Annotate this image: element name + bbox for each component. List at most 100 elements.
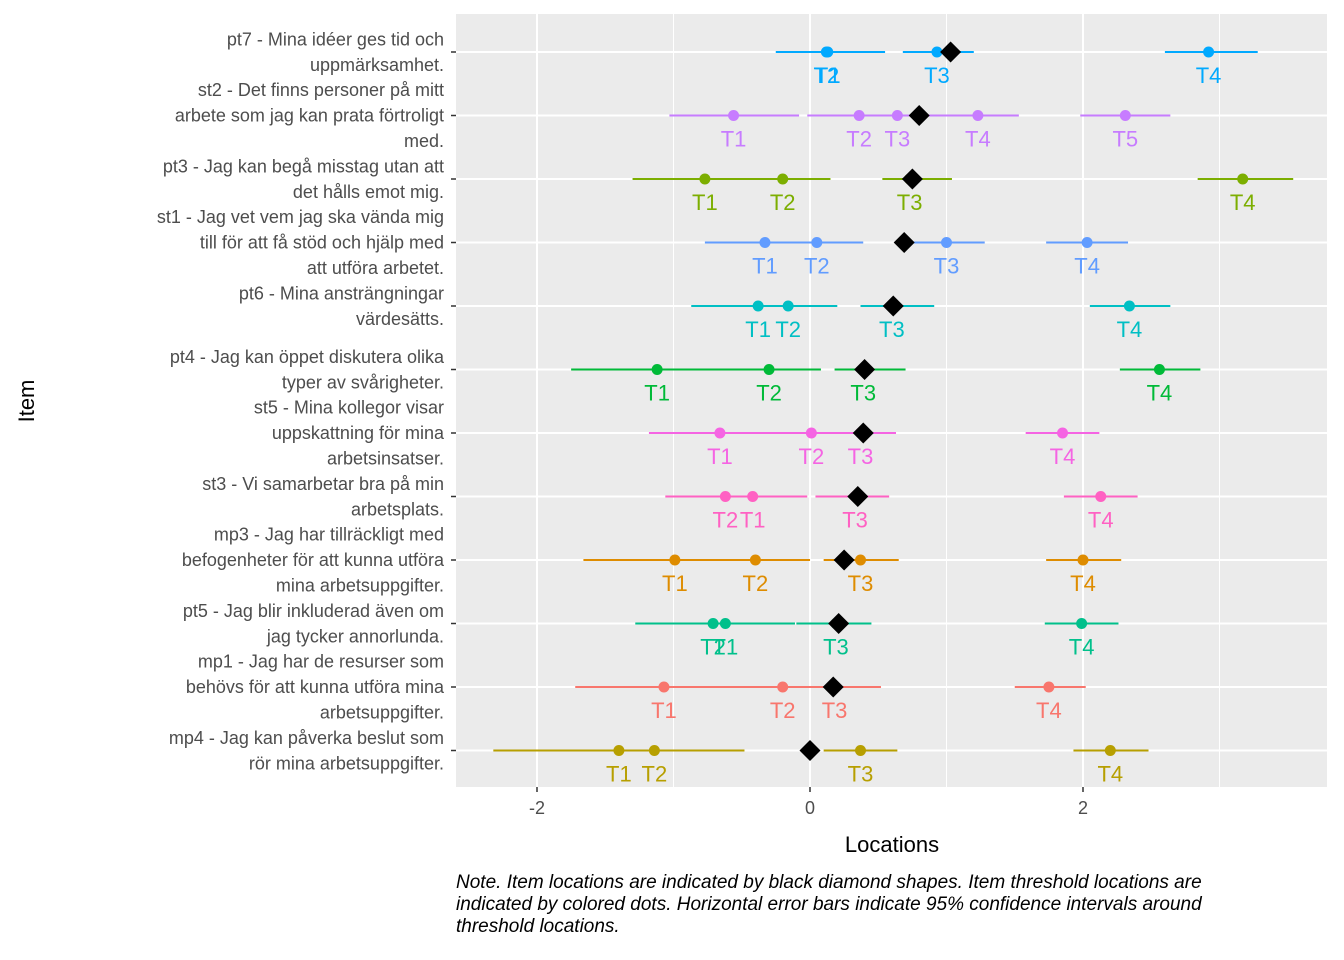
threshold-label: T2 [713, 508, 739, 533]
y-tick-label: st3 - Vi samarbetar bra på min arbetsplat… [202, 474, 444, 520]
y-tick-label: mp4 - Jag kan påverka beslut som rör mina… [169, 728, 444, 774]
threshold-label: T1 [721, 127, 747, 152]
threshold-label: T4 [1117, 317, 1143, 342]
threshold-point [707, 618, 719, 629]
threshold-label: T3 [842, 508, 868, 533]
plot-panel [456, 14, 1327, 787]
threshold-label: T3 [848, 444, 874, 469]
threshold-label: T4 [1088, 508, 1114, 533]
y-tick-label: pt7 - Mina idéer ges tid och uppmärksamhe… [227, 29, 444, 75]
y-tick-label: pt4 - Jag kan öppet diskutera olika typer… [170, 347, 445, 393]
threshold-point [648, 745, 660, 756]
threshold-label: T1 [815, 63, 841, 88]
threshold-point [1237, 173, 1249, 185]
threshold-point [763, 364, 775, 375]
threshold-point [613, 745, 625, 756]
threshold-label: T4 [1036, 698, 1062, 723]
threshold-label: T1 [745, 317, 771, 342]
threshold-point [1104, 745, 1116, 756]
item-location-diamond [833, 549, 855, 571]
threshold-point [777, 681, 789, 693]
y-tick-label: mp1 - Jag har de resurser som behövs för … [186, 652, 445, 723]
threshold-label: T2 [700, 635, 726, 660]
threshold-label: T4 [1070, 571, 1096, 596]
threshold-label: T1 [740, 508, 766, 533]
threshold-point [1095, 491, 1107, 502]
y-tick-label: pt6 - Mina ansträngningar värdesätts. [239, 283, 444, 329]
threshold-label: T3 [823, 635, 849, 660]
threshold-label: T2 [770, 190, 796, 215]
y-tick-label: st2 - Det finns personer på mitt arbete s… [175, 80, 444, 151]
threshold-label: T2 [743, 571, 769, 596]
threshold-point [931, 46, 943, 58]
item-location-diamond [908, 105, 930, 126]
threshold-label: T1 [606, 762, 632, 787]
threshold-label: T1 [707, 444, 733, 469]
y-tick-label: st1 - Jag vet vem jag ska vända mig till … [157, 207, 444, 278]
threshold-label: T5 [1112, 127, 1138, 152]
item-location-diamond [893, 232, 915, 253]
y-tick-label: pt3 - Jag kan begå misstag utan att det h… [163, 156, 444, 202]
item-location-diamond [799, 740, 821, 761]
x-tick-label: 0 [805, 798, 815, 818]
threshold-point [1203, 46, 1215, 58]
threshold-label: T2 [799, 444, 825, 469]
threshold-point [699, 173, 711, 185]
y-axis-title: Item [14, 380, 39, 423]
threshold-label: T1 [644, 381, 670, 406]
item-location-diamond [822, 676, 844, 698]
x-tick-label: -2 [529, 798, 545, 818]
threshold-label: T3 [848, 762, 874, 787]
item-location-diamond [882, 295, 904, 317]
item-location-diamond [828, 613, 850, 634]
threshold-label: T3 [897, 190, 923, 215]
threshold-point [855, 745, 867, 756]
threshold-label: T4 [1147, 381, 1173, 406]
threshold-point [747, 491, 759, 502]
threshold-point [714, 427, 726, 439]
x-tick-labels: -2 0 2 [529, 798, 1088, 818]
threshold-point [1077, 554, 1089, 566]
threshold-label: T2 [846, 127, 872, 152]
item-location-diamond [854, 359, 876, 380]
threshold-label: T4 [965, 127, 991, 152]
threshold-point [811, 237, 823, 248]
threshold-point [658, 681, 670, 693]
item-location-diamond [940, 41, 962, 63]
threshold-point [805, 427, 817, 439]
threshold-label: T2 [756, 381, 782, 406]
threshold-point [1153, 364, 1165, 375]
y-tick-labels: pt7 - Mina idéer ges tid och uppmärksamhe… [157, 29, 445, 773]
threshold-point [1081, 237, 1093, 248]
threshold-label: T1 [692, 190, 718, 215]
threshold-label: T4 [1230, 190, 1256, 215]
x-axis-title: Locations [845, 832, 939, 857]
threshold-label: T3 [885, 127, 911, 152]
threshold-point [855, 554, 867, 566]
threshold-point [1057, 427, 1069, 439]
threshold-label: T2 [642, 762, 668, 787]
threshold-label: T2 [804, 254, 830, 279]
y-tick-label: pt5 - Jag blir inkluderad även om jag tyc… [183, 601, 444, 647]
threshold-label: T1 [662, 571, 688, 596]
threshold-label: T3 [924, 63, 950, 88]
threshold-label: T4 [1069, 635, 1095, 660]
y-tick-label: st5 - Mina kollegor visar uppskattning fö… [254, 398, 445, 469]
threshold-label: T3 [848, 571, 874, 596]
threshold-label: T2 [770, 698, 796, 723]
threshold-point [651, 364, 663, 375]
threshold-point [853, 110, 865, 121]
threshold-point [777, 173, 789, 185]
threshold-label: T3 [850, 381, 876, 406]
item-location-diamond [901, 168, 923, 190]
threshold-label: T2 [814, 63, 840, 88]
threshold-point [669, 554, 681, 566]
chart-note: Note. Item locations are indicated by bl… [456, 872, 1202, 937]
threshold-point [759, 237, 771, 248]
threshold-point [891, 110, 903, 121]
x-tick-label: 2 [1078, 798, 1088, 818]
threshold-point [1119, 110, 1131, 121]
threshold-label: T3 [879, 317, 905, 342]
